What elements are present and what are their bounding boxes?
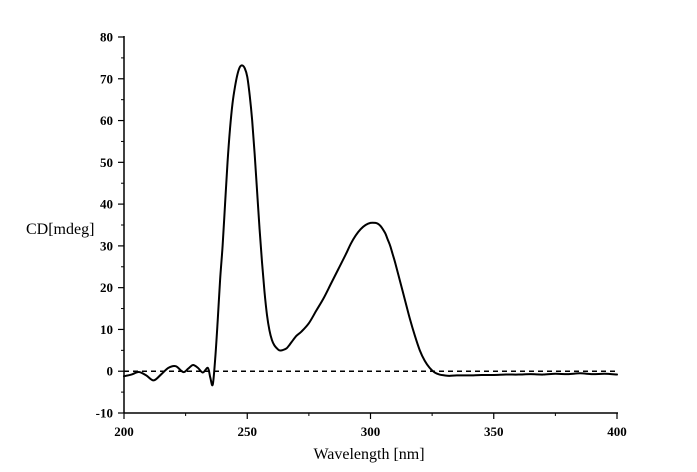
x-tick-label: 350 (484, 424, 504, 439)
x-tick-label: 200 (114, 424, 134, 439)
y-axis-title: CD[mdeg] (26, 221, 94, 238)
y-tick-label: 40 (100, 197, 113, 212)
y-tick-label: 0 (107, 364, 114, 379)
x-axis: 200 250 300 350 400 (114, 412, 627, 439)
y-tick-label: 50 (100, 155, 113, 170)
y-tick-label: -10 (96, 406, 113, 421)
y-tick-label: 20 (100, 280, 113, 295)
cd-spectrum-line (123, 64, 618, 387)
y-axis: -10 0 10 20 30 40 50 60 70 80 (96, 30, 125, 421)
y-tick-label: 30 (100, 238, 113, 253)
y-tick-label: 70 (100, 71, 113, 86)
y-tick-label: 10 (100, 322, 113, 337)
y-tick-label: 80 (100, 30, 113, 45)
y-tick-label: 60 (100, 113, 113, 128)
x-tick-label: 300 (361, 424, 381, 439)
x-tick-label: 400 (607, 424, 627, 439)
x-axis-title: Wavelength [nm] (313, 446, 424, 463)
x-tick-label: 250 (238, 424, 258, 439)
